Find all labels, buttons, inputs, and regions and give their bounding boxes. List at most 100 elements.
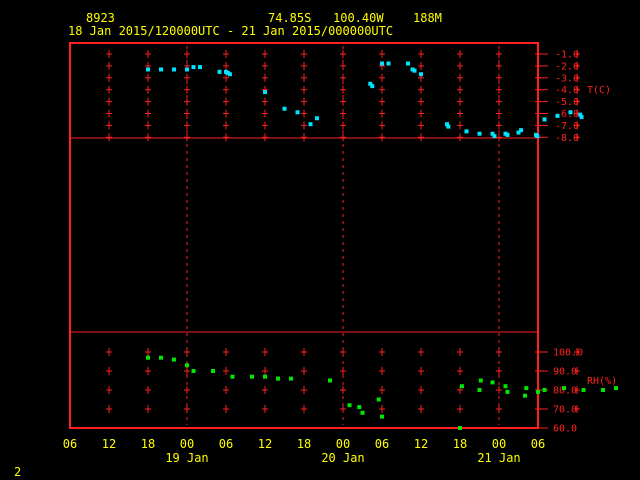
grid-cross	[223, 348, 229, 356]
rh-point	[536, 389, 540, 394]
x-tick-label: 12	[102, 437, 116, 451]
humidity-series	[146, 355, 618, 430]
temp-point	[535, 134, 540, 139]
grid-cross	[574, 367, 580, 375]
grid-cross	[418, 97, 424, 106]
grid-cross	[145, 386, 151, 394]
rh-point	[614, 386, 618, 391]
temp-point	[542, 117, 547, 122]
grid-cross	[457, 348, 463, 356]
rh-point	[459, 384, 464, 389]
temp-tick-label: -4.0	[555, 85, 579, 96]
grid-cross	[301, 85, 307, 94]
grid-cross	[379, 386, 385, 394]
grid-cross	[106, 109, 112, 118]
station-elev: 188M	[413, 11, 442, 25]
grid-cross	[301, 367, 307, 375]
rh-point	[542, 388, 547, 392]
grid-cross	[457, 133, 463, 142]
temp-point	[370, 84, 375, 89]
grid-cross	[457, 97, 463, 106]
grid-cross	[106, 348, 112, 356]
grid-cross	[145, 405, 151, 413]
temp-point	[505, 132, 510, 137]
temp-point	[406, 61, 410, 66]
grid-cross	[223, 367, 229, 375]
x-tick-label: 18	[297, 437, 311, 451]
grid-cross	[106, 121, 112, 130]
temp-point	[191, 65, 196, 70]
rh-axis-label: RH(%)	[587, 376, 617, 387]
grid-cross	[379, 50, 385, 58]
grid-cross	[574, 386, 580, 394]
rh-tick-label: 90.0	[553, 367, 577, 378]
grid-cross	[379, 405, 385, 413]
temp-point	[368, 81, 373, 86]
grid-cross	[379, 133, 385, 142]
grid-cross	[574, 405, 580, 413]
grid-crosses	[106, 46, 580, 425]
grid-cross	[223, 133, 229, 142]
station-lon: 100.40W	[333, 11, 384, 25]
grid-cross	[418, 386, 424, 394]
grid-cross	[301, 405, 307, 413]
grid-cross	[145, 121, 151, 130]
grid-cross	[574, 61, 580, 70]
rh-point	[159, 355, 163, 360]
grid-cross	[223, 61, 229, 70]
grid-cross	[574, 73, 580, 82]
temp-point	[295, 110, 300, 115]
grid-cross	[106, 97, 112, 106]
temp-tick-label: -2.0	[555, 61, 579, 72]
rh-point	[505, 389, 510, 394]
rh-point	[478, 378, 483, 383]
x-tick-label: 18	[141, 437, 155, 451]
grid-cross	[145, 97, 151, 106]
x-tick-label: 06	[375, 437, 389, 451]
x-tick-label: 06	[531, 437, 545, 451]
grid-cross	[262, 405, 268, 413]
temp-tick-label: -3.0	[555, 73, 579, 84]
temp-tick-label: -8.0	[555, 133, 579, 144]
rh-point	[172, 357, 176, 362]
grid-cross	[262, 50, 268, 58]
temp-point	[516, 130, 521, 135]
temp-point	[146, 67, 150, 72]
x-tick-label: 06	[63, 437, 77, 451]
temp-point	[492, 134, 497, 139]
temp-point	[519, 128, 524, 133]
grid-cross	[457, 85, 463, 94]
grid-cross	[223, 85, 229, 94]
rh-tick-label: 70.0	[553, 405, 577, 416]
grid-cross	[106, 133, 112, 142]
temp-point	[263, 90, 267, 95]
grid-cross	[418, 367, 424, 375]
rh-point	[581, 388, 586, 392]
temp-point	[185, 67, 189, 72]
grid-cross	[457, 50, 463, 58]
rh-point	[477, 388, 482, 392]
temp-point	[282, 106, 287, 111]
plot-frame	[69, 42, 539, 429]
grid-cross	[379, 121, 385, 130]
grid-cross	[106, 50, 112, 58]
grid-cross	[379, 348, 385, 356]
temp-point	[172, 67, 176, 72]
grid-cross	[106, 386, 112, 394]
time-axis: 06 12 18 00 06 12 18 00 06 12 18 00 06 19 Jan 20 Jan 21…	[63, 437, 545, 465]
temp-tick-label: -5.0	[555, 97, 579, 108]
grid-cross	[574, 50, 580, 58]
grid-cross	[574, 133, 580, 142]
grid-cross	[223, 109, 229, 118]
grid-cross	[418, 133, 424, 142]
grid-cross	[106, 61, 112, 70]
x-tick-label: 00	[336, 437, 350, 451]
time-range: 18 Jan 2015/120000UTC - 21 Jan 2015/0000…	[68, 24, 393, 38]
grid-cross	[106, 73, 112, 82]
temp-tick-label: -1.0	[555, 50, 579, 61]
x-tick-label: 00	[180, 437, 194, 451]
grid-cross	[262, 386, 268, 394]
grid-cross	[106, 85, 112, 94]
grid-cross	[145, 367, 151, 375]
rh-point	[263, 374, 267, 379]
